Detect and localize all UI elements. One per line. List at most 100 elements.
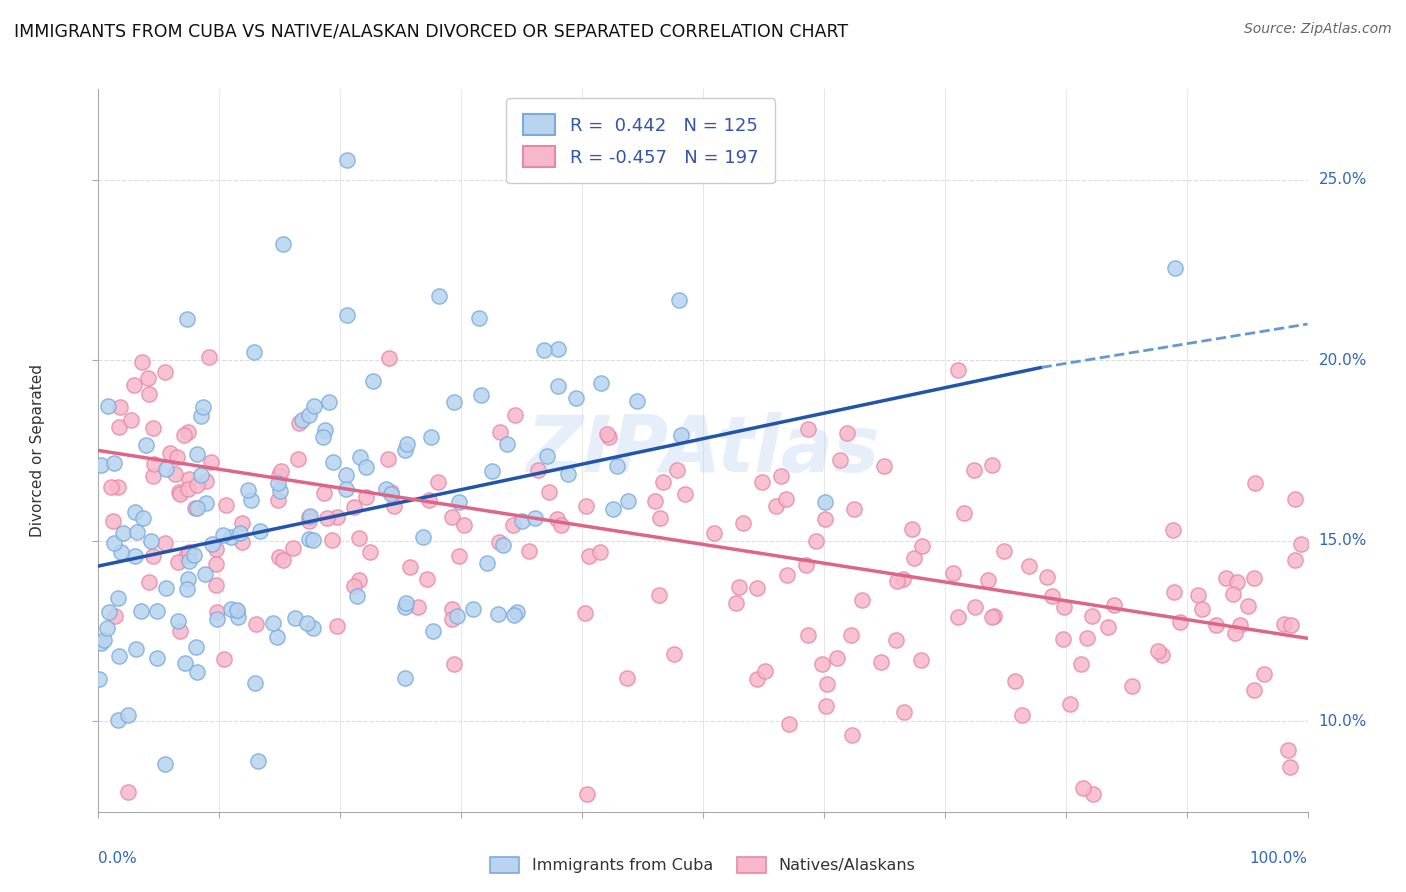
Point <box>122 377 145 392</box>
Point <box>891 572 914 586</box>
Point <box>90 636 112 650</box>
Point <box>195 496 218 510</box>
Point <box>302 533 325 548</box>
Point <box>814 512 837 526</box>
Text: 20.0%: 20.0% <box>1319 352 1367 368</box>
Point <box>830 453 852 467</box>
Point <box>810 657 832 672</box>
Point <box>312 486 335 500</box>
Point <box>221 529 243 543</box>
Legend: Immigrants from Cuba, Natives/Alaskans: Immigrants from Cuba, Natives/Alaskans <box>484 850 922 880</box>
Point <box>166 450 188 465</box>
Point <box>347 531 370 545</box>
Point <box>179 554 201 568</box>
Point <box>194 474 217 488</box>
Point <box>884 632 907 647</box>
Point <box>977 573 1000 587</box>
Point <box>136 371 159 385</box>
Point <box>176 312 198 326</box>
Point <box>395 437 418 451</box>
Point <box>97 605 120 619</box>
Point <box>141 533 163 548</box>
Point <box>96 621 118 635</box>
Point <box>183 501 205 516</box>
Point <box>155 462 177 476</box>
Point <box>510 514 533 528</box>
Point <box>648 589 671 603</box>
Point <box>204 578 226 592</box>
Point <box>349 450 371 465</box>
Point <box>204 558 226 572</box>
Point <box>112 526 135 541</box>
Point <box>1097 619 1119 633</box>
Point <box>963 463 986 477</box>
Point <box>598 430 620 444</box>
Point <box>399 560 422 574</box>
Point <box>229 526 252 541</box>
Point <box>1121 680 1143 694</box>
Point <box>477 556 499 570</box>
Point <box>770 469 793 483</box>
Point <box>270 464 292 478</box>
Point <box>142 421 165 435</box>
Point <box>346 589 368 603</box>
Point <box>666 463 689 477</box>
Text: 15.0%: 15.0% <box>1319 533 1367 549</box>
Point <box>215 498 238 512</box>
Point <box>575 787 598 801</box>
Point <box>262 616 284 631</box>
Point <box>302 399 325 413</box>
Point <box>1161 523 1184 537</box>
Point <box>231 516 253 531</box>
Point <box>211 528 233 542</box>
Point <box>804 533 827 548</box>
Point <box>1052 632 1074 647</box>
Point <box>1243 476 1265 491</box>
Point <box>463 601 485 615</box>
Point <box>942 566 965 581</box>
Point <box>267 476 290 491</box>
Point <box>574 607 596 621</box>
Point <box>841 728 863 742</box>
Point <box>343 579 366 593</box>
Point <box>173 657 195 671</box>
Point <box>394 443 416 458</box>
Point <box>297 408 319 422</box>
Point <box>243 675 266 690</box>
Point <box>745 581 768 595</box>
Point <box>775 491 797 506</box>
Point <box>101 514 124 528</box>
Point <box>314 423 336 437</box>
Point <box>107 420 129 434</box>
Point <box>155 581 177 595</box>
Text: 25.0%: 25.0% <box>1319 172 1367 187</box>
Point <box>825 650 848 665</box>
Point <box>343 500 366 515</box>
Point <box>311 430 333 444</box>
Point <box>842 501 865 516</box>
Point <box>298 510 321 524</box>
Point <box>503 408 526 422</box>
Point <box>1187 588 1209 602</box>
Point <box>269 484 291 499</box>
Point <box>190 409 212 423</box>
Point <box>602 501 624 516</box>
Point <box>993 543 1015 558</box>
Point <box>963 600 986 615</box>
Point <box>1243 571 1265 585</box>
Point <box>662 647 685 661</box>
Point <box>382 499 405 513</box>
Point <box>1253 666 1275 681</box>
Point <box>644 494 666 508</box>
Point <box>893 705 915 719</box>
Point <box>193 400 215 414</box>
Point <box>1291 537 1313 551</box>
Point <box>596 426 619 441</box>
Text: Source: ZipAtlas.com: Source: ZipAtlas.com <box>1244 22 1392 37</box>
Point <box>354 491 377 505</box>
Point <box>301 621 323 635</box>
Point <box>616 671 638 685</box>
Point <box>1284 553 1306 567</box>
Point <box>546 512 568 526</box>
Point <box>440 510 463 524</box>
